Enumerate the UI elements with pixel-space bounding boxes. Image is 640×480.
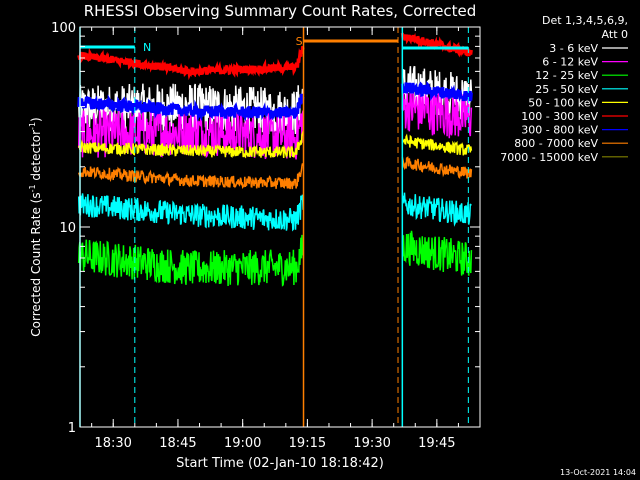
x-tick-label: 18:45 bbox=[159, 436, 196, 451]
series-line bbox=[77, 193, 304, 232]
annotation-s: S bbox=[296, 35, 303, 48]
annotation-n: N bbox=[143, 41, 151, 54]
legend-header: Det 1,3,4,5,6,9, bbox=[542, 14, 628, 27]
y-tick-label: 1 bbox=[68, 421, 76, 436]
legend-label: 50 - 100 keV bbox=[528, 96, 598, 109]
x-tick-label: 19:45 bbox=[418, 436, 455, 451]
series-line bbox=[77, 93, 305, 122]
x-tick-label: 19:00 bbox=[224, 436, 261, 451]
legend-label: 3 - 6 keV bbox=[549, 42, 598, 55]
legend-label: 800 - 7000 keV bbox=[514, 137, 598, 150]
x-tick-label: 19:30 bbox=[353, 436, 390, 451]
series-line bbox=[77, 83, 304, 136]
series-line bbox=[401, 133, 473, 156]
y-tick-label: 100 bbox=[51, 21, 76, 36]
y-axis-label: Corrected Count Rate (s-1 detector-1) bbox=[28, 117, 43, 336]
footer-date: 13-Oct-2021 14:04 bbox=[560, 468, 636, 477]
legend-label: 300 - 800 keV bbox=[521, 124, 598, 137]
series-line bbox=[77, 234, 304, 287]
series-line bbox=[400, 80, 473, 102]
x-axis-label: Start Time (02-Jan-10 18:18:42) bbox=[176, 456, 384, 471]
series-line bbox=[77, 45, 305, 81]
legend-header-attenuator: Att 0 bbox=[602, 28, 628, 41]
chart-title: RHESSI Observing Summary Count Rates, Co… bbox=[84, 2, 477, 20]
series-line bbox=[400, 32, 473, 58]
legend-label: 25 - 50 keV bbox=[535, 83, 598, 96]
x-axis: 18:30 18:45 19:00 19:15 19:30 19:45 bbox=[91, 27, 481, 451]
series-line bbox=[401, 156, 473, 179]
series-line bbox=[401, 230, 473, 276]
x-tick-label: 19:15 bbox=[289, 436, 326, 451]
legend-label: 100 - 300 keV bbox=[521, 110, 598, 123]
series-line bbox=[77, 130, 304, 159]
series-line bbox=[401, 86, 473, 139]
legend-label: 6 - 12 keV bbox=[542, 56, 598, 69]
legend-label: 7000 - 15000 keV bbox=[500, 151, 598, 164]
y-tick-label: 10 bbox=[59, 221, 76, 236]
legend-label: 12 - 25 keV bbox=[535, 69, 598, 82]
x-tick-label: 18:30 bbox=[94, 436, 131, 451]
series-line bbox=[77, 163, 304, 190]
y-axis: 1 10 100 bbox=[51, 21, 480, 436]
series-line bbox=[401, 192, 472, 227]
